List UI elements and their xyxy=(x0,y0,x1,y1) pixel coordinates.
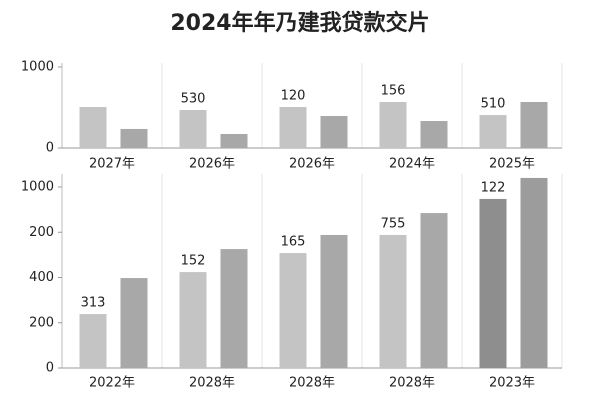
bar xyxy=(120,128,148,148)
y-tick-label: 400 xyxy=(29,270,54,285)
bar xyxy=(79,314,107,368)
bar xyxy=(179,272,207,368)
y-tick-label: 1000 xyxy=(21,60,54,75)
annotation: 755 xyxy=(381,216,406,231)
bar xyxy=(220,133,248,148)
annotation: 165 xyxy=(281,235,306,250)
chart-title: 2024年年乃建我贷款交片 xyxy=(170,10,429,36)
y-tick-label: 1000 xyxy=(21,180,54,195)
bar xyxy=(420,213,448,368)
bar xyxy=(379,234,407,368)
bar xyxy=(520,101,548,148)
y-tick-label: 200 xyxy=(29,225,54,240)
x-tick-label: 2028年 xyxy=(389,376,435,391)
x-tick-label: 2026年 xyxy=(289,157,335,172)
bar xyxy=(420,121,448,148)
annotation: 530 xyxy=(181,92,206,107)
bar xyxy=(279,253,307,368)
annotation: 510 xyxy=(481,97,506,112)
x-tick-label: 2028年 xyxy=(189,376,235,391)
bar xyxy=(520,177,548,368)
bar xyxy=(479,115,507,148)
annotation: 120 xyxy=(281,89,306,104)
y-tick-label: 200 xyxy=(29,315,54,330)
x-tick-label: 2023年 xyxy=(489,376,535,391)
x-tick-label: 2026年 xyxy=(189,157,235,172)
x-tick-label: 2025年 xyxy=(489,157,535,172)
bar xyxy=(120,278,148,368)
bar xyxy=(320,234,348,368)
x-tick-label: 2028年 xyxy=(289,376,335,391)
bar xyxy=(320,116,348,148)
bar xyxy=(279,107,307,148)
bar xyxy=(79,107,107,148)
bar xyxy=(179,110,207,148)
y-tick-label: 0 xyxy=(46,141,54,156)
bar xyxy=(379,101,407,148)
annotation: 313 xyxy=(81,296,106,311)
annotation: 156 xyxy=(381,83,406,98)
x-tick-label: 2024年 xyxy=(389,157,435,172)
annotation: 122 xyxy=(481,180,506,195)
x-tick-label: 2027年 xyxy=(89,157,135,172)
bar xyxy=(479,198,507,368)
annotation: 152 xyxy=(181,254,206,269)
y-tick-label: 0 xyxy=(46,361,54,376)
bar xyxy=(220,249,248,368)
x-tick-label: 2022年 xyxy=(89,376,135,391)
